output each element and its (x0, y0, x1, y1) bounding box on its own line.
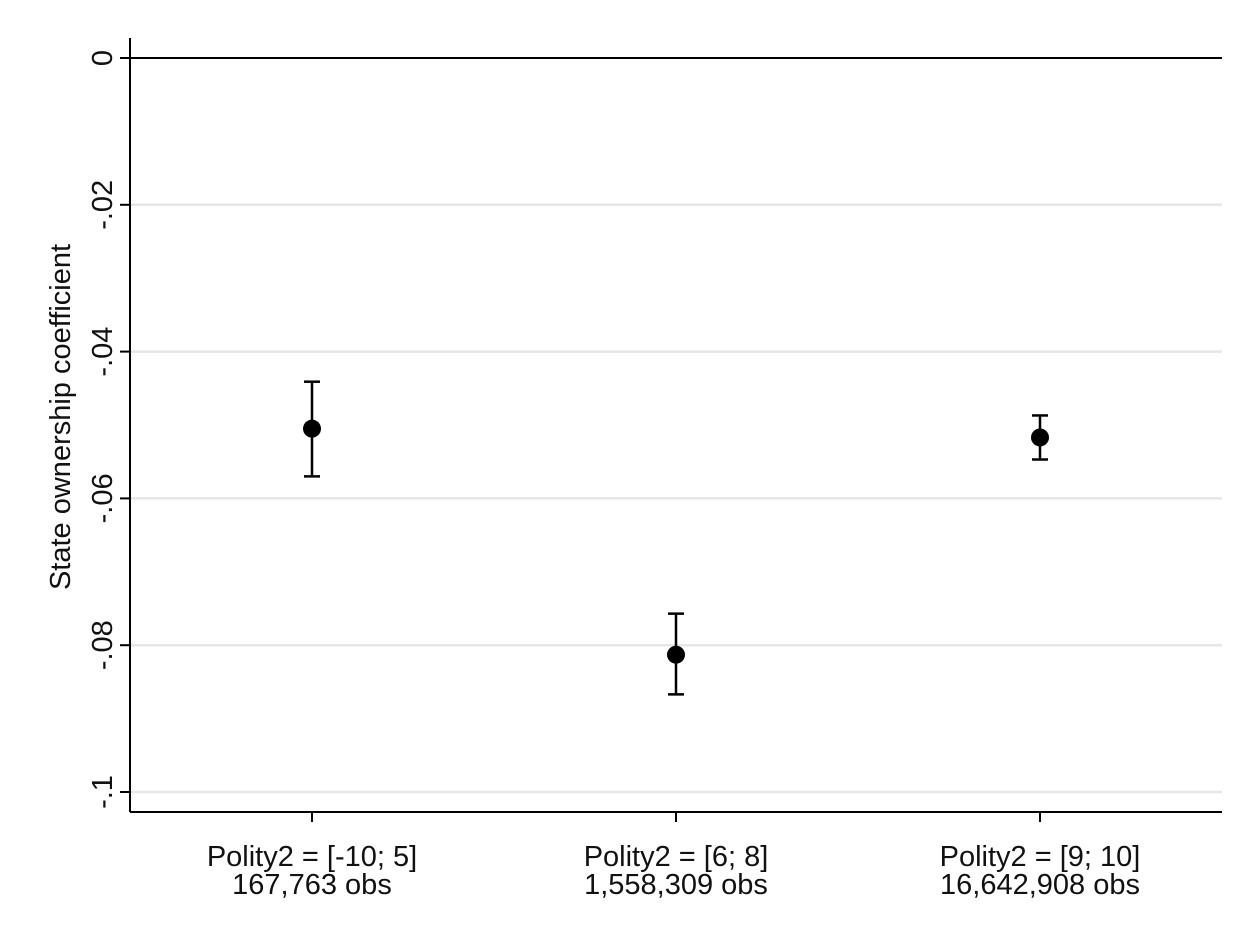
data-point (303, 419, 321, 438)
point-layer (303, 419, 1049, 664)
y-axis-title: State ownership coefficient (45, 244, 77, 590)
data-point (667, 645, 685, 664)
x-tick-sublabel: 1,558,309 obs (584, 869, 768, 901)
x-tick-label: Polity2 = [9; 10] (940, 841, 1141, 873)
grid-layer (130, 203, 1222, 794)
y-tick-label: -.04 (87, 327, 119, 377)
y-tick-label: -.06 (87, 473, 119, 523)
y-tick-label: 0 (87, 50, 119, 66)
y-tick-label: -.02 (87, 180, 119, 230)
x-tick-sublabel: 167,763 obs (232, 869, 392, 901)
x-tick-sublabel: 16,642,908 obs (940, 869, 1140, 901)
x-tick-label: Polity2 = [6; 8] (584, 841, 769, 873)
x-tick-layer: Polity2 = [-10; 5]167,763 obs Polity2 = [… (207, 812, 1141, 901)
y-tick-label: -.08 (87, 620, 119, 670)
y-tick-layer: 0 -.02 -.04 -.06 -.08 -.1 (87, 50, 130, 809)
y-tick-label: -.1 (87, 775, 119, 809)
data-point (1031, 428, 1049, 447)
axis-layer (129, 38, 1222, 813)
x-tick-label: Polity2 = [-10; 5] (207, 841, 417, 873)
